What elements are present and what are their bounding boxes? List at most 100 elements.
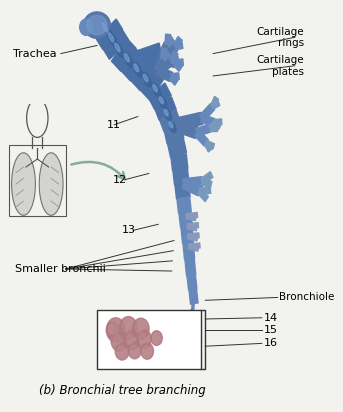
Polygon shape (97, 19, 122, 49)
Circle shape (114, 335, 121, 345)
Ellipse shape (108, 33, 114, 42)
Polygon shape (204, 141, 212, 152)
Polygon shape (161, 52, 177, 68)
Text: 12: 12 (113, 175, 127, 185)
Polygon shape (189, 289, 198, 304)
Polygon shape (189, 244, 199, 251)
Polygon shape (169, 50, 178, 63)
Circle shape (122, 321, 131, 332)
Polygon shape (214, 119, 222, 125)
Ellipse shape (108, 31, 118, 48)
Polygon shape (200, 103, 215, 122)
Circle shape (106, 318, 125, 342)
Ellipse shape (133, 63, 142, 77)
Polygon shape (173, 112, 202, 131)
Ellipse shape (169, 122, 173, 128)
Ellipse shape (80, 19, 92, 35)
Polygon shape (187, 274, 197, 290)
Ellipse shape (143, 74, 148, 82)
Circle shape (120, 316, 137, 339)
Text: 11: 11 (106, 120, 120, 130)
Text: Cartilage
plates: Cartilage plates (257, 55, 304, 77)
Ellipse shape (102, 22, 108, 32)
Polygon shape (169, 75, 178, 85)
Polygon shape (121, 49, 145, 81)
Polygon shape (174, 61, 182, 71)
Polygon shape (175, 183, 190, 199)
Polygon shape (133, 43, 165, 80)
Circle shape (108, 325, 115, 333)
Polygon shape (198, 189, 208, 201)
Text: Smaller bronchii: Smaller bronchii (15, 264, 106, 274)
Polygon shape (135, 56, 159, 81)
Ellipse shape (153, 84, 161, 97)
Polygon shape (161, 48, 167, 59)
Polygon shape (183, 242, 194, 260)
Polygon shape (173, 168, 189, 185)
Circle shape (130, 345, 137, 353)
Polygon shape (159, 109, 180, 132)
Polygon shape (185, 258, 196, 276)
Polygon shape (188, 234, 198, 241)
Circle shape (153, 334, 158, 341)
Ellipse shape (143, 73, 152, 87)
Text: 13: 13 (122, 225, 136, 235)
Text: 14: 14 (263, 313, 277, 323)
Polygon shape (210, 125, 217, 131)
Circle shape (139, 334, 146, 343)
Polygon shape (156, 66, 173, 82)
Ellipse shape (87, 15, 107, 35)
Polygon shape (149, 83, 171, 110)
Polygon shape (171, 56, 179, 64)
Polygon shape (205, 140, 214, 149)
Polygon shape (174, 37, 182, 49)
Circle shape (135, 323, 143, 333)
Circle shape (137, 330, 151, 349)
Polygon shape (179, 211, 192, 227)
Ellipse shape (124, 52, 133, 67)
Polygon shape (187, 222, 199, 229)
Polygon shape (103, 30, 128, 59)
Polygon shape (131, 59, 154, 91)
Polygon shape (164, 124, 184, 144)
Circle shape (115, 342, 129, 360)
Polygon shape (165, 34, 171, 45)
Polygon shape (187, 224, 197, 231)
Ellipse shape (159, 97, 164, 104)
Polygon shape (175, 42, 183, 50)
Ellipse shape (124, 54, 129, 62)
Ellipse shape (115, 43, 120, 52)
Text: Bronchiole: Bronchiole (279, 293, 334, 302)
Ellipse shape (84, 12, 110, 38)
Polygon shape (212, 100, 220, 109)
Polygon shape (186, 214, 196, 221)
Polygon shape (155, 56, 167, 73)
Circle shape (151, 331, 162, 345)
Polygon shape (175, 59, 183, 66)
Polygon shape (159, 42, 171, 59)
Ellipse shape (114, 42, 124, 57)
Polygon shape (177, 197, 191, 213)
Ellipse shape (101, 21, 111, 38)
Text: (b) Bronchial tree branching: (b) Bronchial tree branching (39, 384, 205, 397)
Polygon shape (111, 38, 136, 71)
Polygon shape (194, 129, 208, 146)
Circle shape (109, 323, 119, 335)
Bar (97, 310, 201, 369)
Polygon shape (183, 177, 202, 189)
Polygon shape (156, 56, 173, 75)
Ellipse shape (153, 84, 157, 92)
Polygon shape (181, 225, 193, 243)
Ellipse shape (134, 64, 139, 72)
Polygon shape (201, 115, 215, 126)
Text: Cartilage
rings: Cartilage rings (257, 26, 304, 48)
Polygon shape (186, 213, 198, 219)
Polygon shape (211, 96, 218, 108)
Polygon shape (141, 70, 163, 101)
Circle shape (117, 346, 124, 355)
Ellipse shape (164, 109, 168, 116)
Circle shape (133, 318, 149, 339)
Polygon shape (196, 124, 211, 136)
Text: 16: 16 (263, 338, 277, 349)
Text: 15: 15 (263, 325, 277, 335)
